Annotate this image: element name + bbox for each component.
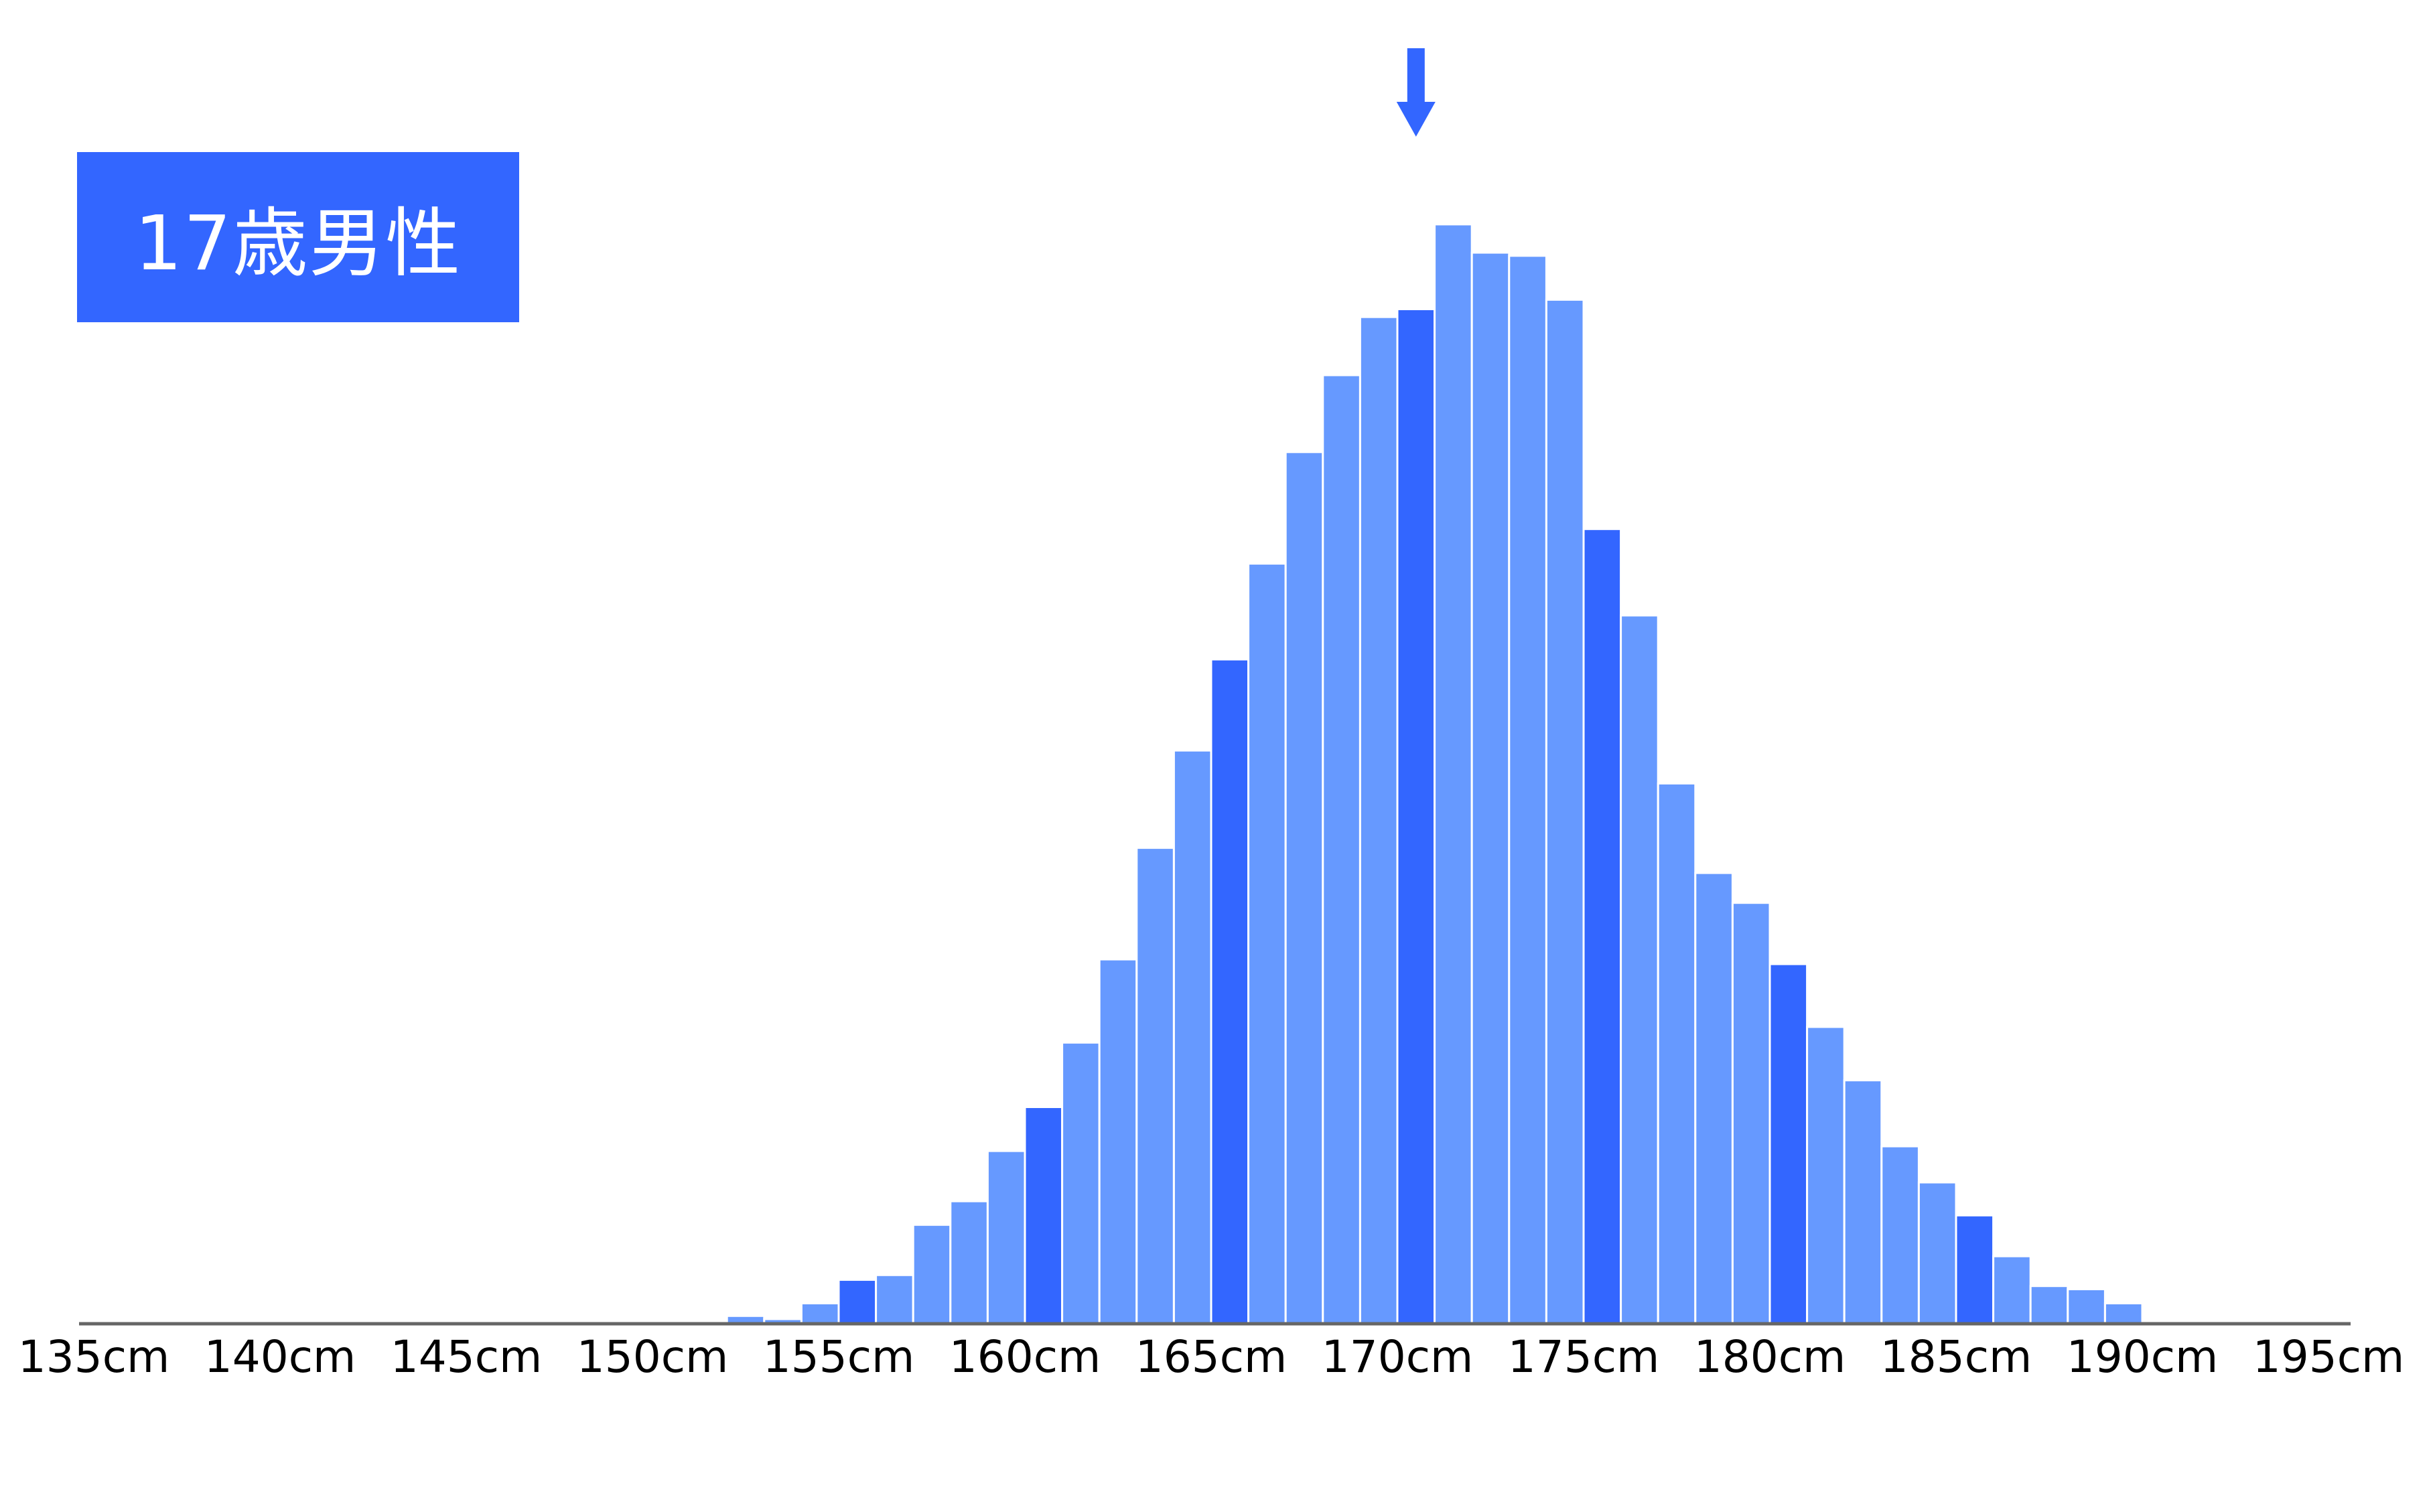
histogram-bar bbox=[1210, 658, 1250, 1325]
histogram-bar bbox=[1731, 902, 1771, 1325]
histogram-bar bbox=[912, 1223, 952, 1325]
histogram-bar bbox=[800, 1302, 840, 1325]
histogram-bars bbox=[725, 223, 2144, 1325]
x-tick-label: 145cm bbox=[391, 1331, 543, 1383]
histogram-bar bbox=[1135, 847, 1175, 1325]
histogram-bar bbox=[1843, 1079, 1883, 1325]
x-axis-tick-labels: 135cm 140cm 145cm 150cm 155cm 160cm 165cm 170cm… bbox=[18, 1331, 2405, 1383]
histogram-bar bbox=[1470, 251, 1511, 1325]
x-tick-label: 150cm bbox=[577, 1331, 729, 1383]
histogram-bar bbox=[837, 1278, 878, 1325]
histogram-bar bbox=[949, 1200, 989, 1325]
histogram-bar bbox=[1992, 1255, 2032, 1325]
histogram-bar bbox=[1582, 528, 1622, 1325]
x-tick-label: 155cm bbox=[763, 1331, 915, 1383]
histogram-bar bbox=[1396, 308, 1436, 1325]
histogram-bar bbox=[1880, 1145, 1920, 1325]
chart-title-box: 17歳男性 bbox=[77, 152, 519, 322]
x-tick-label: 190cm bbox=[2067, 1331, 2219, 1383]
histogram-bar bbox=[1098, 958, 1138, 1325]
histogram-bar bbox=[1545, 298, 1585, 1325]
marker-arrow-shaft bbox=[1407, 48, 1425, 103]
histogram-bar bbox=[1172, 749, 1212, 1325]
histogram-bar bbox=[2103, 1302, 2144, 1325]
marker-arrow-head bbox=[1396, 102, 1436, 137]
x-tick-label: 195cm bbox=[2253, 1331, 2405, 1383]
histogram-bar bbox=[1955, 1214, 1995, 1325]
histogram-bar bbox=[1061, 1041, 1101, 1325]
histogram-bar bbox=[1359, 316, 1399, 1325]
chart-title: 17歳男性 bbox=[134, 200, 462, 287]
histogram-bar bbox=[1247, 562, 1287, 1325]
histogram-bar bbox=[1806, 1026, 1846, 1325]
histogram-bar bbox=[1284, 451, 1324, 1325]
x-tick-label: 175cm bbox=[1508, 1331, 1660, 1383]
histogram-bar bbox=[1322, 374, 1361, 1325]
histogram-bar bbox=[1657, 782, 1697, 1325]
histogram-bar bbox=[2029, 1285, 2069, 1325]
x-tick-label: 180cm bbox=[1694, 1331, 1846, 1383]
peak-marker-arrow-icon bbox=[1396, 48, 1436, 137]
histogram-bar bbox=[1694, 872, 1734, 1325]
histogram-bar bbox=[1434, 223, 1473, 1325]
histogram-bar bbox=[875, 1274, 914, 1325]
x-tick-label: 140cm bbox=[204, 1331, 356, 1383]
x-tick-label: 135cm bbox=[18, 1331, 170, 1383]
histogram-bar bbox=[1768, 963, 1809, 1325]
x-tick-label: 165cm bbox=[1135, 1331, 1288, 1383]
histogram-bar bbox=[1917, 1181, 1957, 1325]
x-tick-label: 185cm bbox=[1880, 1331, 2032, 1383]
histogram-bar bbox=[1620, 614, 1659, 1325]
histogram-bar bbox=[986, 1150, 1026, 1325]
histogram-bar bbox=[2067, 1288, 2106, 1325]
histogram-bar bbox=[1024, 1106, 1064, 1325]
x-tick-label: 170cm bbox=[1322, 1331, 1474, 1383]
histogram-bar bbox=[1508, 255, 1547, 1325]
x-tick-label: 160cm bbox=[949, 1331, 1101, 1383]
